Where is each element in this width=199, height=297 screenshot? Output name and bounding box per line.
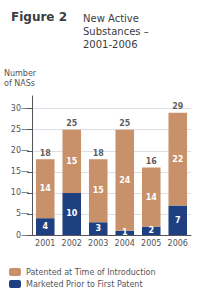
- svg-text:2006: 2006: [168, 239, 188, 248]
- svg-text:3: 3: [95, 224, 101, 233]
- svg-text:10: 10: [66, 209, 78, 218]
- svg-text:25—: 25—: [11, 125, 29, 134]
- svg-text:2: 2: [148, 226, 154, 235]
- svg-text:4: 4: [42, 222, 48, 231]
- svg-text:10—: 10—: [11, 188, 29, 197]
- svg-text:29: 29: [172, 102, 184, 111]
- svg-text:2001: 2001: [35, 239, 55, 248]
- svg-text:18: 18: [93, 149, 105, 158]
- svg-text:30—: 30—: [11, 104, 29, 113]
- svg-text:16: 16: [146, 157, 158, 166]
- svg-text:20—: 20—: [11, 146, 29, 155]
- svg-text:25: 25: [66, 119, 78, 128]
- svg-text:24: 24: [119, 176, 131, 185]
- svg-text:Substances –: Substances –: [83, 26, 149, 37]
- svg-text:14: 14: [146, 193, 158, 202]
- svg-text:Marketed Prior to First Patent: Marketed Prior to First Patent: [26, 280, 143, 289]
- svg-text:2002: 2002: [62, 239, 82, 248]
- svg-text:25: 25: [119, 119, 131, 128]
- svg-text:2001-2006: 2001-2006: [83, 39, 138, 50]
- svg-text:2004: 2004: [115, 239, 135, 248]
- svg-text:of NASs: of NASs: [4, 79, 35, 88]
- svg-text:Figure 2: Figure 2: [11, 10, 67, 24]
- svg-text:18: 18: [40, 149, 52, 158]
- svg-text:0—: 0—: [16, 231, 29, 240]
- svg-text:2003: 2003: [88, 239, 108, 248]
- svg-text:5—: 5—: [16, 209, 29, 218]
- svg-text:15: 15: [93, 186, 105, 195]
- svg-text:1: 1: [122, 228, 128, 237]
- svg-text:Patented at Time of Introducti: Patented at Time of Introduction: [26, 268, 156, 277]
- svg-text:2005: 2005: [141, 239, 161, 248]
- svg-text:7: 7: [175, 216, 181, 225]
- svg-text:Number: Number: [4, 69, 37, 78]
- svg-text:22: 22: [172, 155, 183, 164]
- svg-text:15: 15: [66, 157, 78, 166]
- svg-text:15—: 15—: [11, 167, 29, 176]
- svg-text:14: 14: [40, 184, 52, 193]
- svg-text:New Active: New Active: [83, 13, 139, 24]
